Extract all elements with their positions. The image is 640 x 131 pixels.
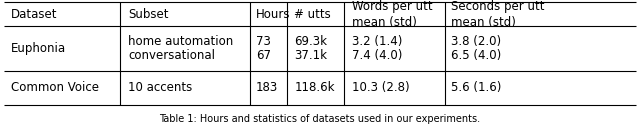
Text: Dataset: Dataset xyxy=(11,8,58,21)
Text: Table 1: Hours and statistics of datasets used in our experiments.: Table 1: Hours and statistics of dataset… xyxy=(159,114,481,124)
Text: Common Voice: Common Voice xyxy=(11,81,99,94)
Text: 6.5 (4.0): 6.5 (4.0) xyxy=(451,49,502,62)
Text: Hours: Hours xyxy=(256,8,291,21)
Text: Words per utt
mean (std): Words per utt mean (std) xyxy=(352,0,433,29)
Text: conversational: conversational xyxy=(128,49,215,62)
Text: Seconds per utt
mean (std): Seconds per utt mean (std) xyxy=(451,0,545,29)
Text: # utts: # utts xyxy=(294,8,331,21)
Text: 37.1k: 37.1k xyxy=(294,49,328,62)
Text: 118.6k: 118.6k xyxy=(294,81,335,94)
Text: 67: 67 xyxy=(256,49,271,62)
Text: home automation: home automation xyxy=(128,35,233,48)
Text: 3.2 (1.4): 3.2 (1.4) xyxy=(352,35,403,48)
Text: Subset: Subset xyxy=(128,8,168,21)
Text: 10.3 (2.8): 10.3 (2.8) xyxy=(352,81,410,94)
Text: 73: 73 xyxy=(256,35,271,48)
Text: 183: 183 xyxy=(256,81,278,94)
Text: 69.3k: 69.3k xyxy=(294,35,328,48)
Text: 3.8 (2.0): 3.8 (2.0) xyxy=(451,35,501,48)
Text: 7.4 (4.0): 7.4 (4.0) xyxy=(352,49,403,62)
Text: Euphonia: Euphonia xyxy=(11,42,66,55)
Text: 5.6 (1.6): 5.6 (1.6) xyxy=(451,81,502,94)
Text: 10 accents: 10 accents xyxy=(128,81,192,94)
